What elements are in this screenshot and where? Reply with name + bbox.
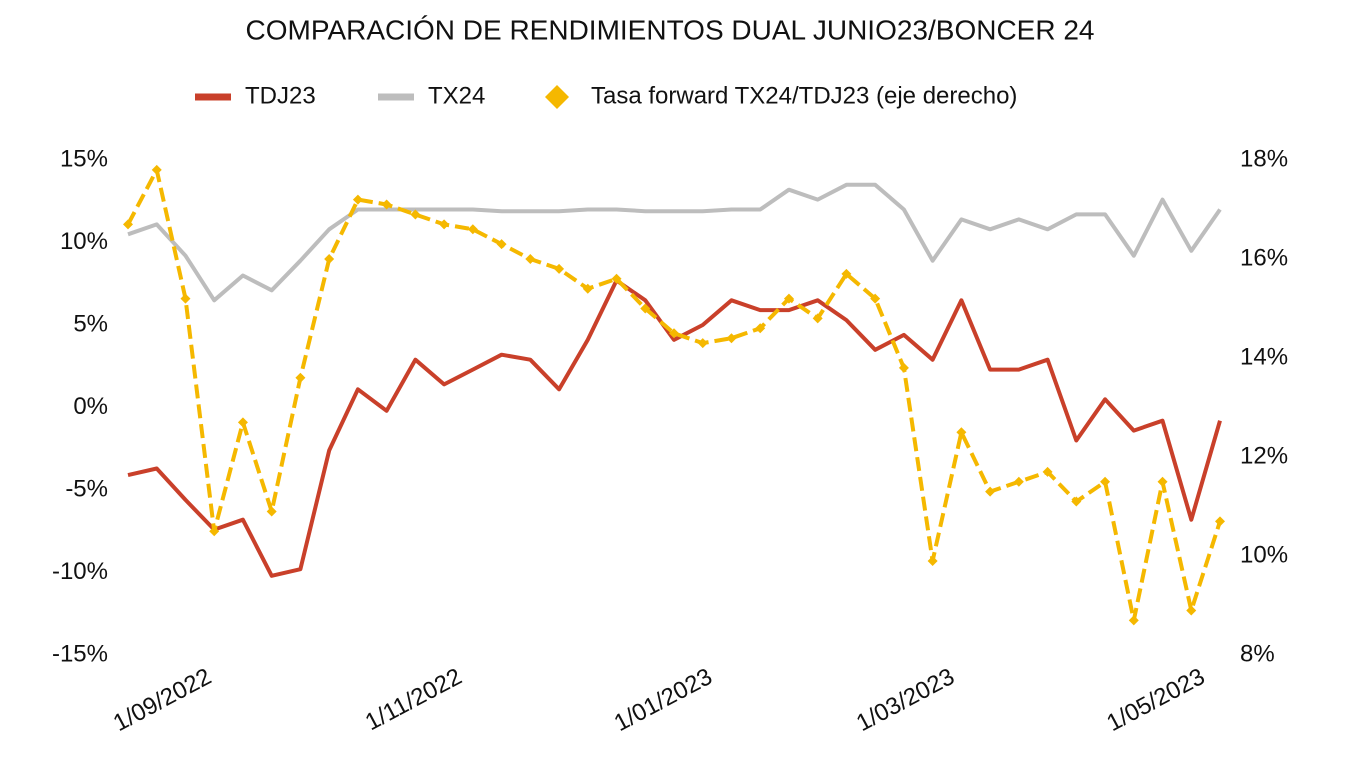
point-marker (1042, 466, 1053, 477)
legend-label: TDJ23 (245, 82, 316, 109)
point-marker (755, 323, 766, 334)
y-tick-label: -10% (52, 558, 108, 585)
point-marker (870, 293, 881, 304)
point-marker (266, 506, 277, 517)
y-tick-label: 15% (60, 145, 108, 172)
point-marker (611, 273, 622, 284)
point-marker (956, 427, 967, 438)
point-marker (726, 333, 737, 344)
point-marker (410, 209, 421, 220)
point-marker (352, 194, 363, 205)
point-marker (1013, 476, 1024, 487)
point-marker (1215, 516, 1225, 527)
y2-tick-label: 16% (1240, 244, 1288, 271)
point-marker (898, 362, 909, 373)
point-marker (180, 293, 191, 304)
point-marker (1128, 615, 1139, 626)
point-marker (381, 199, 392, 210)
legend-label: TX24 (428, 82, 485, 109)
legend-label: Tasa forward TX24/TDJ23 (eje derecho) (591, 82, 1017, 109)
point-marker (841, 268, 852, 279)
y2-tick-label: 12% (1240, 442, 1288, 469)
point-marker (151, 164, 162, 175)
y2-tick-label: 8% (1240, 640, 1275, 667)
point-marker (123, 219, 133, 230)
point-marker (324, 254, 335, 264)
y-tick-label: 0% (73, 393, 108, 420)
y-tick-label: 10% (60, 228, 108, 255)
point-marker (697, 338, 708, 349)
y2-tick-label: 10% (1240, 541, 1288, 568)
point-marker (582, 283, 593, 294)
chart-title: COMPARACIÓN DE RENDIMIENTOS DUAL JUNIO23… (246, 14, 1095, 45)
legend-swatch (545, 85, 569, 109)
point-marker (439, 219, 450, 230)
point-marker (295, 372, 306, 383)
point-marker (525, 254, 536, 264)
x-tick-label: 1/01/2023 (610, 663, 717, 737)
point-marker (1100, 476, 1111, 487)
point-marker (1157, 476, 1168, 487)
y-tick-label: 5% (73, 310, 108, 337)
y2-tick-label: 14% (1240, 343, 1288, 370)
point-marker (554, 263, 565, 274)
x-tick-label: 1/11/2022 (361, 663, 466, 736)
y-tick-label: -15% (52, 640, 108, 667)
point-marker (927, 555, 938, 566)
point-marker (985, 486, 996, 497)
point-marker (783, 293, 794, 304)
point-marker (496, 239, 507, 250)
x-tick-label: 1/05/2023 (1102, 663, 1209, 737)
point-marker (640, 303, 651, 314)
point-marker (1071, 496, 1082, 507)
point-marker (812, 313, 823, 324)
point-marker (467, 224, 478, 235)
point-marker (669, 328, 679, 339)
y2-tick-label: 18% (1240, 145, 1288, 172)
series-line (126, 167, 1222, 623)
point-marker (237, 417, 248, 428)
y-tick-label: -5% (65, 475, 108, 502)
series-line (127, 182, 1222, 303)
series-line (127, 278, 1222, 578)
point-marker (1186, 605, 1197, 616)
point-marker (209, 526, 220, 537)
x-tick-label: 1/09/2022 (109, 663, 216, 737)
x-tick-label: 1/03/2023 (852, 663, 959, 737)
